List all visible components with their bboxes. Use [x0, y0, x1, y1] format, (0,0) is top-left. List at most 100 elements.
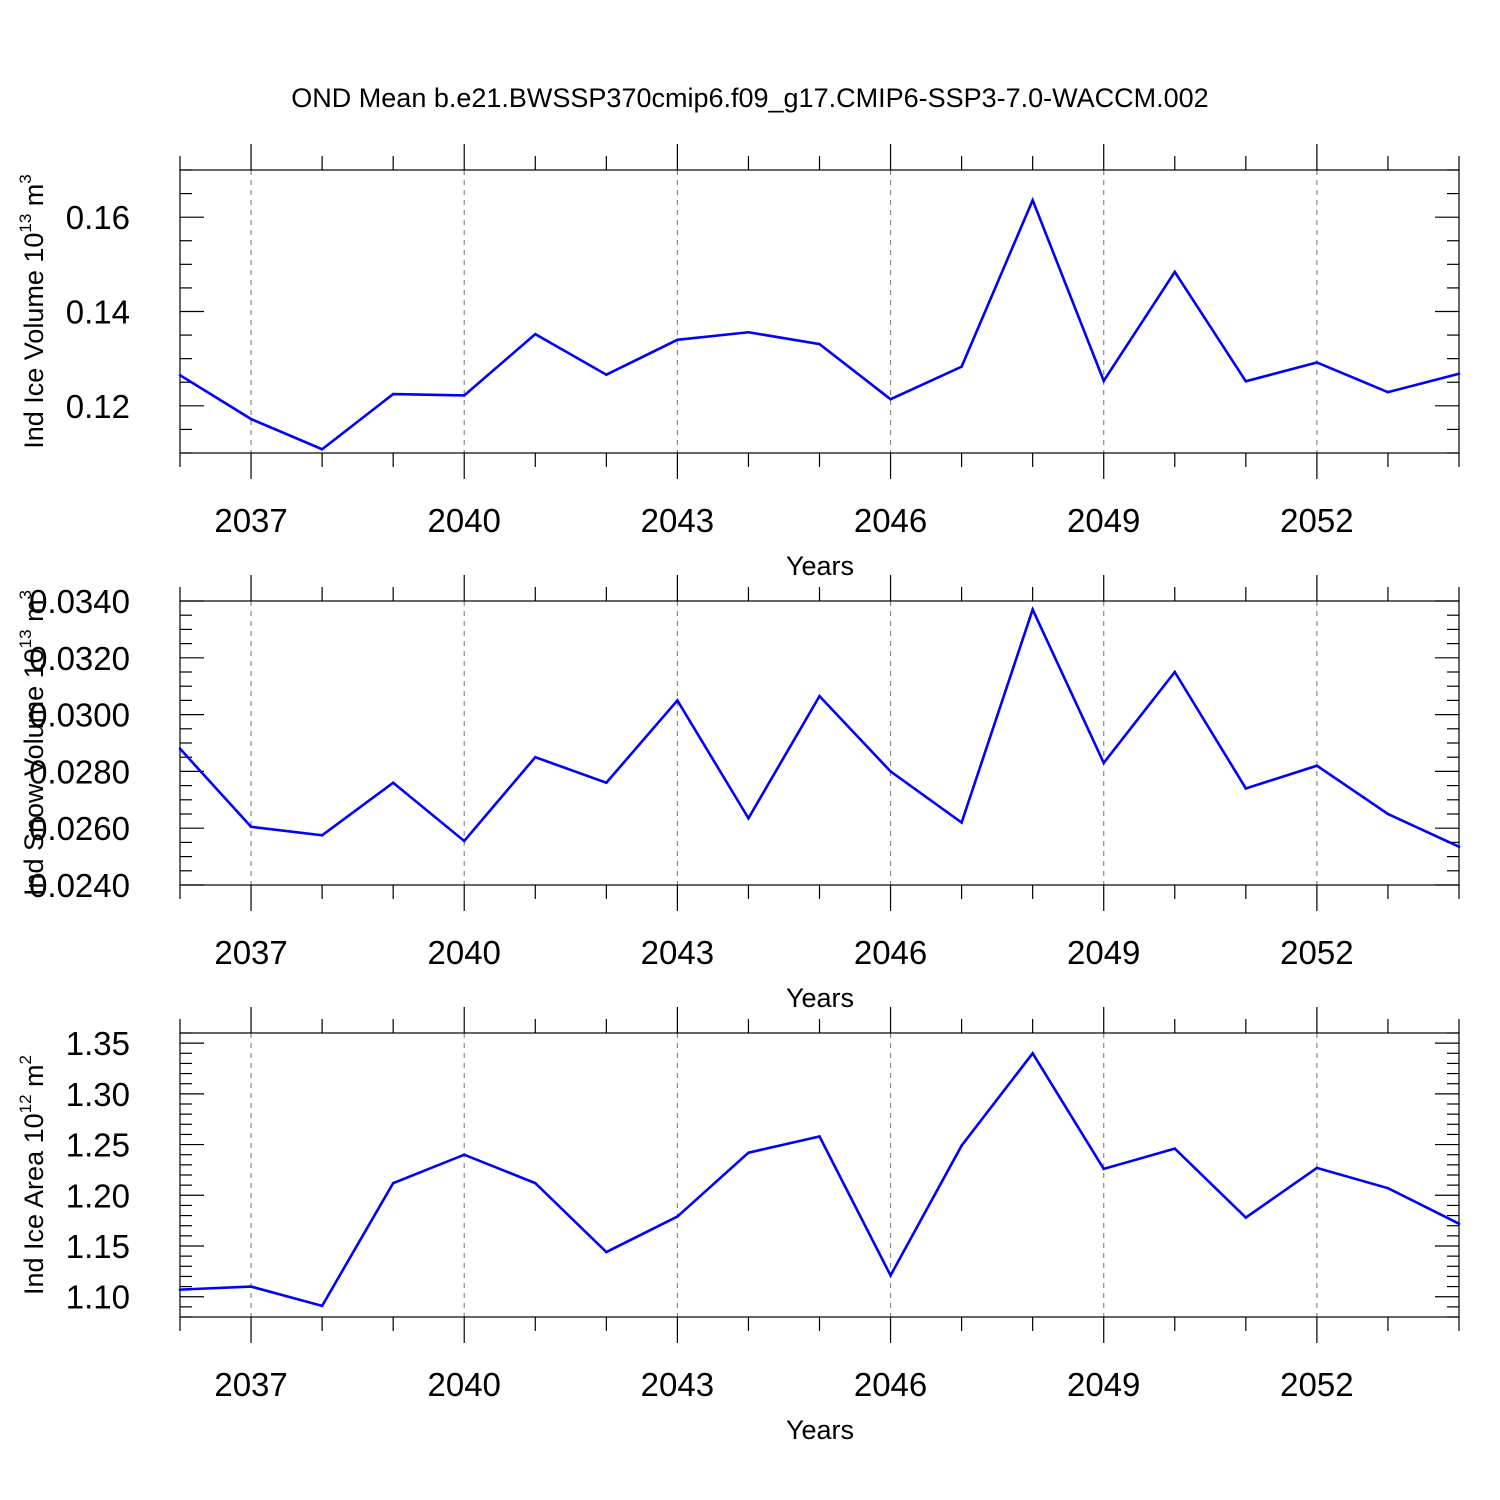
data-point — [1315, 764, 1319, 768]
y-tick-label: 0.0280 — [29, 753, 130, 790]
data-point — [747, 1151, 750, 1154]
y-tick-label: 0.12 — [66, 388, 130, 425]
data-point — [1244, 787, 1248, 790]
x-tick-label: 2037 — [214, 1366, 287, 1403]
data-point — [391, 781, 395, 785]
y-tick-label: 1.10 — [66, 1279, 130, 1316]
data-point — [1102, 379, 1106, 383]
x-tick-label: 2037 — [214, 934, 287, 971]
x-tick-label: 2043 — [641, 502, 714, 539]
y-tick-label: 1.25 — [66, 1127, 130, 1164]
data-point — [1102, 761, 1106, 765]
y-tick-label: 1.15 — [66, 1228, 130, 1265]
panel-2: 0.0240 0.0260 0.0280 0.0300 0.0320 0.0340 2037… — [16, 575, 1461, 1013]
series-line — [179, 196, 1460, 451]
data-point — [1173, 670, 1177, 674]
data-point — [178, 747, 182, 750]
data-point — [249, 417, 253, 421]
data-point — [1386, 812, 1390, 816]
x-axis-title: Years — [786, 551, 854, 581]
data-point — [1386, 1186, 1390, 1190]
data-point — [320, 1304, 324, 1308]
data-point — [1457, 1222, 1461, 1225]
x-tick-label: 2040 — [428, 934, 501, 971]
data-point — [533, 1181, 537, 1185]
panels: 0.12 0.14 0.16 2037 2040 2043 2046 2049 2052 Year… — [16, 144, 1461, 1445]
series-line — [179, 1050, 1460, 1308]
data-point — [462, 1153, 466, 1157]
figure-title: OND Mean b.e21.BWSSP370cmip6.f09_g17.CMI… — [291, 83, 1208, 113]
data-point — [320, 834, 324, 837]
x-tick-label: 2046 — [854, 502, 927, 539]
data-point — [178, 373, 182, 377]
data-point — [676, 338, 679, 342]
data-point — [960, 365, 963, 368]
x-tick-label: 2049 — [1067, 502, 1140, 539]
y-tick-label: 0.0300 — [29, 697, 130, 734]
data-point — [1457, 372, 1461, 376]
data-point — [818, 1135, 821, 1138]
x-tick-label: 2052 — [1280, 934, 1353, 971]
data-point — [960, 821, 963, 824]
y-tick-label: 0.0340 — [29, 583, 130, 620]
data-point — [1031, 608, 1034, 611]
data-point — [533, 332, 537, 336]
data-point — [1315, 361, 1319, 364]
data-point — [462, 394, 466, 397]
y-axis-title: Ind Ice Area 1012 m2 — [16, 1055, 49, 1295]
x-tick-label: 2052 — [1280, 1366, 1353, 1403]
x-tick-label: 2040 — [428, 1366, 501, 1403]
y-tick-label: 0.14 — [66, 294, 130, 331]
x-tick-label: 2037 — [214, 502, 287, 539]
y-tick-label: 0.0260 — [29, 810, 130, 847]
plot-frame — [179, 600, 1460, 886]
y-tick-label: 1.30 — [66, 1076, 130, 1113]
plot-frame — [179, 1032, 1460, 1318]
data-point — [747, 330, 750, 334]
data-point — [889, 770, 892, 773]
data-point — [1315, 1166, 1319, 1170]
x-tick-label: 2046 — [854, 1366, 927, 1403]
data-point — [1244, 380, 1248, 383]
y-tick-label: 0.0240 — [29, 867, 130, 904]
x-axis-title: Years — [786, 1415, 854, 1445]
data-point — [533, 755, 537, 759]
data-point — [249, 1285, 253, 1288]
y-tick-label: 0.0320 — [29, 640, 130, 677]
series-line — [179, 606, 1460, 848]
data-point — [320, 447, 324, 451]
data-point — [676, 699, 679, 702]
x-tick-label: 2040 — [428, 502, 501, 539]
x-tick-label: 2043 — [641, 1366, 714, 1403]
data-point — [1031, 198, 1034, 202]
data-point — [747, 816, 750, 820]
data-point — [605, 373, 608, 377]
data-point — [1031, 1051, 1034, 1055]
data-point — [960, 1144, 963, 1147]
y-tick-label: 0.16 — [66, 199, 130, 236]
y-axis-title: Ind Ice Volume 1013 m3 — [16, 174, 49, 449]
data-point — [889, 397, 892, 401]
data-point — [462, 839, 466, 843]
data-point — [605, 781, 608, 785]
x-tick-label: 2046 — [854, 934, 927, 971]
data-point — [391, 392, 395, 396]
data-point — [1244, 1216, 1248, 1219]
y-axis-title: Ind Snow Volume 1013 m3 — [16, 590, 49, 896]
panel-1: 0.12 0.14 0.16 2037 2040 2043 2046 2049 2052 Year… — [16, 144, 1461, 581]
data-point — [1457, 845, 1461, 848]
x-tick-label: 2049 — [1067, 1366, 1140, 1403]
data-point — [391, 1181, 395, 1185]
data-point — [676, 1215, 679, 1218]
data-point — [889, 1274, 892, 1277]
data-point — [818, 342, 821, 346]
data-point — [1173, 270, 1177, 274]
data-point — [818, 694, 821, 698]
y-tick-label: 1.35 — [66, 1025, 130, 1062]
x-tick-label: 2052 — [1280, 502, 1353, 539]
data-point — [249, 825, 253, 829]
x-axis-title: Years — [786, 983, 854, 1013]
x-tick-label: 2043 — [641, 934, 714, 971]
data-point — [605, 1250, 608, 1254]
